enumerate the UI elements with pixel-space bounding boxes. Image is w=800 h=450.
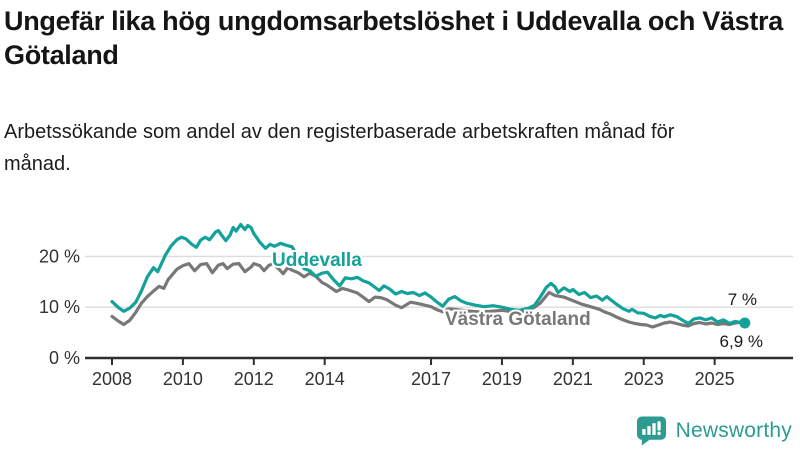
y-axis-labels: 0 % 10 % 20 %: [39, 246, 80, 368]
y-tick-label: 0 %: [49, 348, 80, 368]
newsworthy-logo-icon: [636, 416, 666, 446]
x-axis: 2008 2010 2012 2014 2017 2019 2021 2023 2025: [85, 356, 793, 389]
y-tick-label: 20 %: [39, 246, 80, 266]
x-tick-label: 2025: [695, 369, 735, 389]
page-title: Ungefär lika hög ungdomsarbetslöshet i U…: [4, 6, 783, 71]
x-tick-label: 2017: [411, 369, 451, 389]
series-name-label: Västra Götaland: [445, 309, 591, 330]
x-tick-label: 2012: [234, 369, 274, 389]
series-labels: Uddevalla 6,9 % Västra Götaland 7 %: [270, 248, 765, 353]
series-uddevalla: [110, 222, 751, 329]
mini-bar-chart-glyph: [641, 421, 661, 436]
x-tick-label: 2021: [553, 369, 593, 389]
x-tick-label: 2014: [305, 369, 345, 389]
chart-subtitle: Arbetssökande som andel av den registerb…: [4, 121, 675, 175]
brand-footer: Newsworthy: [635, 415, 792, 446]
series-end-value-label: 6,9 %: [720, 332, 763, 351]
gridlines: [85, 255, 793, 308]
speech-bubble-shape: [636, 416, 666, 446]
x-tick-label: 2023: [624, 369, 664, 389]
line-chart: 2008 2010 2012 2014 2017 2019 2021 2023 2025 0 % 1…: [39, 222, 793, 389]
brand-name: Newsworthy: [675, 418, 792, 442]
x-tick-label: 2019: [482, 369, 522, 389]
y-tick-label: 10 %: [39, 297, 80, 317]
x-tick-label: 2010: [163, 369, 203, 389]
series-end-dot: [739, 317, 751, 329]
series-name-label: Uddevalla: [272, 250, 362, 271]
x-tick-label: 2008: [92, 369, 132, 389]
series-end-value-label: 7 %: [728, 290, 757, 309]
